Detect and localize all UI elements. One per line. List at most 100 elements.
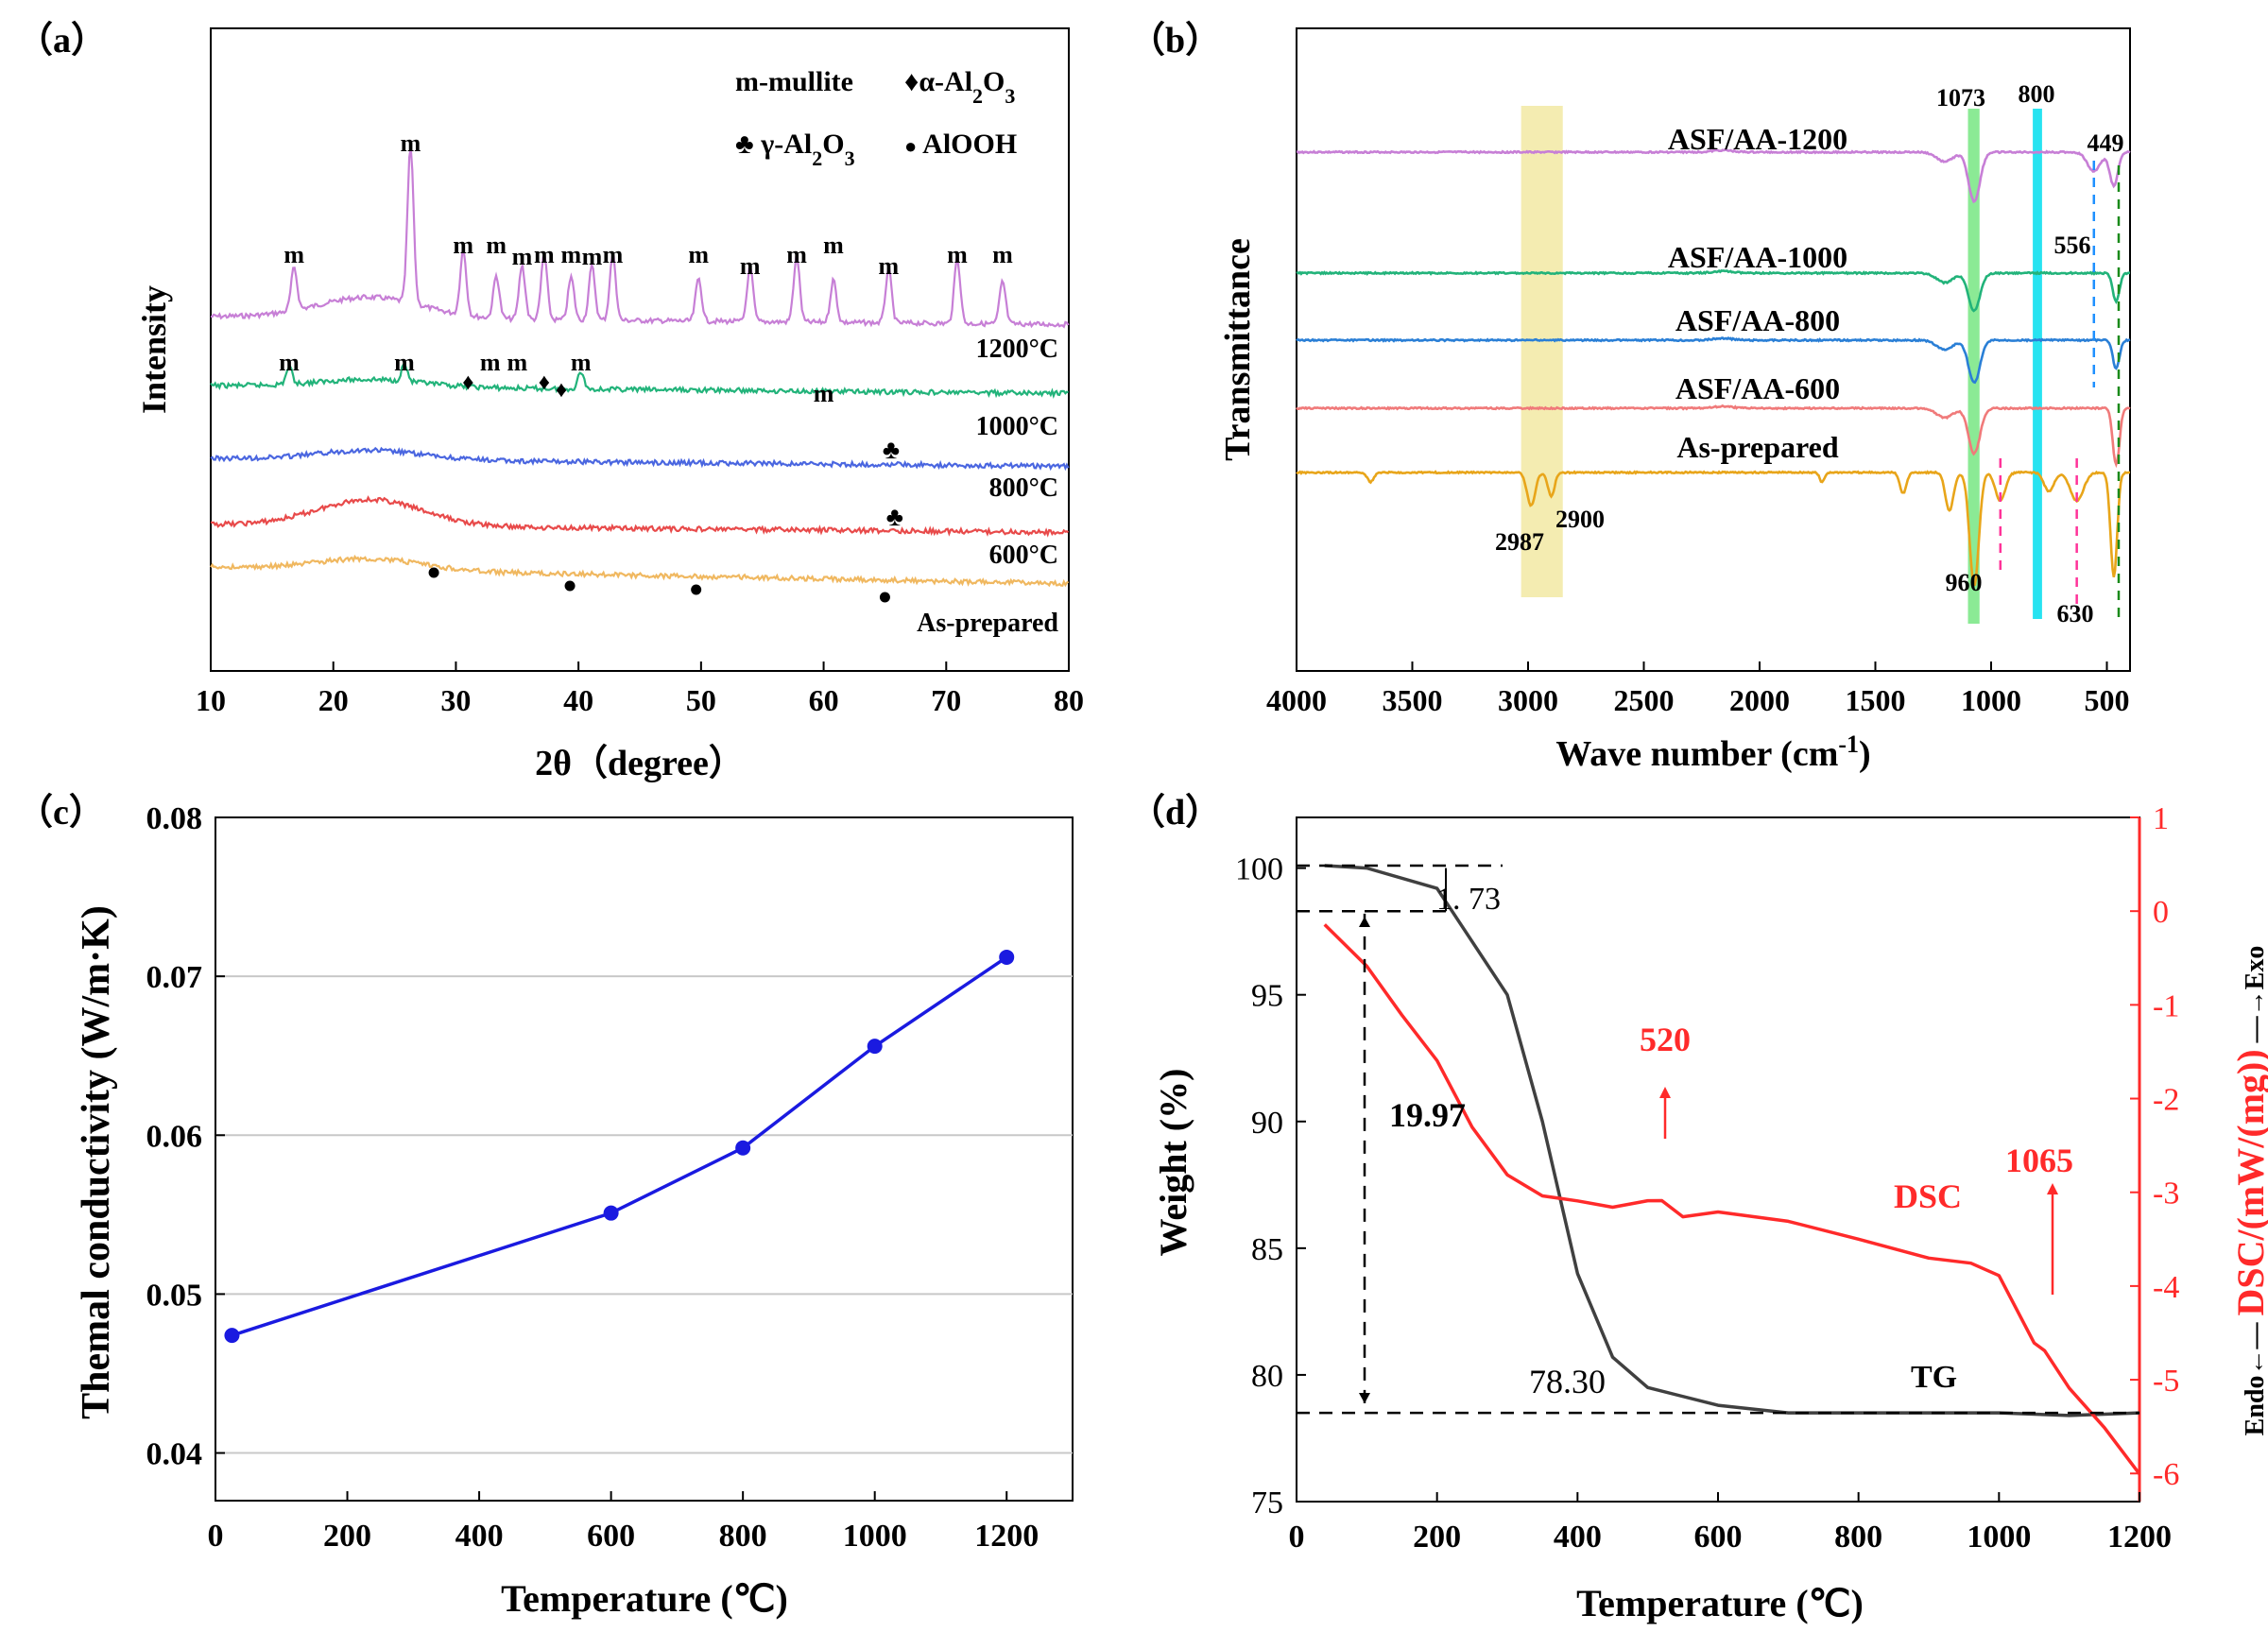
panel-d-ylabel-left: Weight (%): [1152, 1069, 1194, 1257]
panel-c-xtick-label: 200: [323, 1519, 371, 1554]
ftir-asf-aa-1200: [1296, 148, 2131, 204]
panel-c-series: [224, 949, 1015, 1344]
peak-label-club: ♣: [883, 436, 900, 465]
panel-c-label: （c）: [17, 793, 105, 833]
panel-c-axes: 0.04 0.05 0.06 0.07 0.08 0 200 400 600 800 1000 120…: [146, 801, 1040, 1554]
tg-curve: [1324, 864, 2140, 1417]
annot-520: 520: [1640, 1021, 1691, 1058]
panel-d-xtick-label: 1200: [2107, 1520, 2172, 1555]
panel-a-xtick-label: 80: [1054, 683, 1084, 717]
panel-c-xlabel: Temperature (℃): [501, 1577, 788, 1620]
ftir-peak-label: 1073: [1936, 84, 1985, 112]
panel-d-ytick-right-label: -3: [2153, 1177, 2179, 1211]
panel-a-series-label: 1000°C: [976, 412, 1058, 441]
legend-alooh: ● AlOOH: [904, 129, 1017, 160]
ftir-peak-label: 2987: [1495, 528, 1544, 556]
legend-gamma-text: γ-Al: [760, 129, 812, 160]
ftir-band: [1521, 106, 1563, 597]
annot-520-arrowhead: [1659, 1087, 1671, 1098]
panel-d-ytick-right-label: -6: [2153, 1457, 2179, 1492]
panel-c-ytick-label: 0.07: [146, 960, 203, 995]
panel-d-ylabel-right: Endo←— DSC/(mW/(mg)) —→Exo: [2229, 946, 2268, 1436]
panel-d-xtick-label: 200: [1413, 1520, 1461, 1555]
panel-d-ytick-right-label: 0: [2153, 895, 2169, 930]
panel-b-xtick-label: 500: [2085, 683, 2130, 717]
ftir-as-prepared: [1296, 470, 2131, 588]
panel-d-ytick-right-label: -2: [2153, 1083, 2179, 1118]
ftir-peak-label: 2900: [1555, 506, 1605, 533]
panel-a-legend: m-mullite ♦α-Al2O3 ♣ γ-Al2O3 ● AlOOH: [735, 66, 1017, 170]
peak-label-m: m: [401, 129, 421, 157]
panel-d-xtick-label: 800: [1834, 1520, 1882, 1555]
peak-label-m-1000: m: [394, 349, 415, 376]
panel-c-ytick-label: 0.05: [146, 1278, 203, 1313]
legend-alpha-symbol: ♦: [904, 66, 919, 97]
panel-c-xtick-label: 800: [719, 1519, 767, 1554]
panel-d-xlabel: Temperature (℃): [1576, 1582, 1864, 1624]
peak-label-m: m: [688, 241, 709, 268]
panel-a-frame: [210, 27, 1070, 672]
panel-b-series-label: ASF/AA-1200: [1668, 122, 1847, 156]
panel-b-bands: [1521, 106, 2042, 624]
ftir-band: [2033, 109, 2042, 619]
annot-1065: 1065: [2005, 1142, 2073, 1179]
panel-c-xtick-label: 1000: [843, 1519, 907, 1554]
panel-b-xtick-label: 2000: [1729, 683, 1790, 717]
panel-c-frame: [215, 816, 1074, 1502]
peak-label-diamond: ♦: [462, 370, 473, 395]
panel-b-frame: [1296, 27, 2131, 672]
panel-b-series-label: ASF/AA-1000: [1668, 240, 1847, 274]
panel-d-ytick-left-label: 80: [1251, 1359, 1283, 1394]
peak-label-diamond: ♦: [539, 370, 550, 395]
panel-a-xtick-label: 40: [563, 683, 593, 717]
panel-b-xtick-label: 3500: [1383, 683, 1443, 717]
panel-a-label: （a）: [17, 21, 107, 60]
panel-c-grid: [215, 975, 1073, 1454]
ftir-asf-aa-800: [1296, 335, 2131, 385]
panel-b-xlabel: Wave number (cm-1): [1555, 730, 1870, 775]
panel-c: （c） Themal conductivity (W/m·K) Temperat…: [17, 793, 1074, 1620]
annot-tg: TG: [1911, 1360, 1957, 1395]
panel-b-series-label: ASF/AA-800: [1675, 303, 1840, 337]
peak-label-m-1000: m: [480, 349, 501, 376]
panel-c-xtick-label: 600: [587, 1519, 635, 1554]
panel-d-label: （d）: [1129, 793, 1221, 833]
annot-1997: 19.97: [1389, 1096, 1466, 1134]
panel-a-xlabel: 2θ（degree）: [535, 744, 745, 783]
panel-d-axes: 0 200 400 600 800 1000 1200 75 80 85 90 95 100 1 0 -1 -2…: [1235, 801, 2179, 1555]
panel-b-xtick-label: 1000: [1961, 683, 2021, 717]
peak-label-m-1000: m: [507, 349, 527, 376]
panel-b-xtick-label: 4000: [1266, 683, 1327, 717]
peak-label-m: m: [740, 252, 761, 280]
peak-label-m: m: [992, 241, 1013, 268]
panel-d: （d） Weight (%) Endo←— DSC/(mW/(mg)) —→Ex…: [1129, 793, 2268, 1624]
annot-1065-arrowhead: [2047, 1183, 2058, 1194]
legend-alpha: ♦α-Al2O3: [904, 66, 1015, 108]
panel-d-series: [1323, 864, 2141, 1475]
peak-label-dot: [879, 592, 890, 603]
ftir-peak-label: 800: [2019, 80, 2055, 108]
conductivity-point: [603, 1205, 619, 1221]
ftir-peak-label: 630: [2057, 600, 2094, 627]
panel-a-series-label: 1200°C: [976, 335, 1058, 364]
conductivity-point: [999, 949, 1015, 965]
annot-173: 1. 73: [1436, 882, 1501, 917]
conductivity-point: [224, 1328, 240, 1344]
panel-b-series-label: ASF/AA-600: [1675, 371, 1840, 405]
annot-arrow-down: [1359, 1393, 1370, 1403]
peak-label-m: m: [786, 241, 807, 268]
panel-b-xtick-label: 1500: [1846, 683, 1906, 717]
panel-b-xtick-label: 3000: [1498, 683, 1558, 717]
peak-label-dot: [564, 580, 576, 592]
ftir-peak-label: 449: [2088, 129, 2124, 157]
panel-d-ytick-left-label: 75: [1251, 1486, 1283, 1520]
panel-c-xtick-label: 400: [455, 1519, 504, 1554]
peak-label-dot: [691, 584, 702, 595]
panel-d-xtick-label: 400: [1554, 1520, 1602, 1555]
legend-mullite: m-mullite: [735, 66, 853, 97]
panel-d-ytick-left-label: 85: [1251, 1232, 1283, 1267]
panel-a-xtick-label: 50: [686, 683, 716, 717]
panel-d-ytick-left-label: 100: [1235, 852, 1283, 887]
panel-a-xtick-label: 10: [196, 683, 226, 717]
peak-label-club: ♣: [886, 503, 903, 532]
